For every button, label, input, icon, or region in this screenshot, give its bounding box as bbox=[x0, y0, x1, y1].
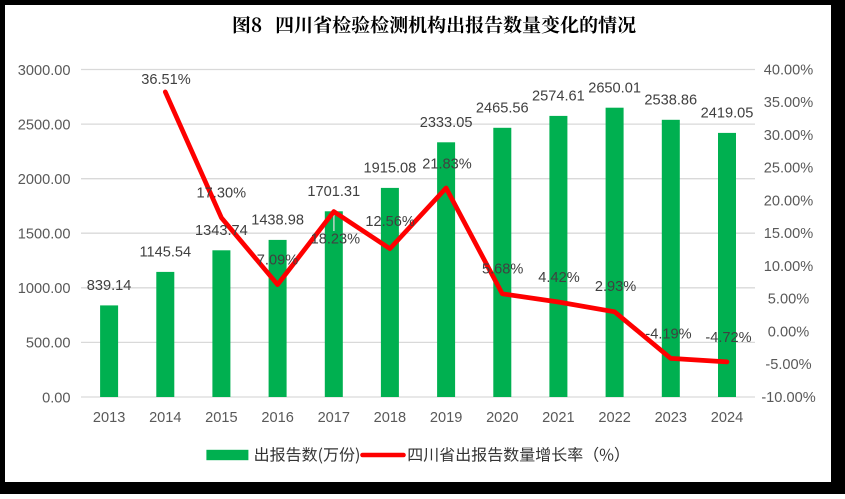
svg-text:2538.86: 2538.86 bbox=[644, 93, 697, 109]
svg-text:1701.31: 1701.31 bbox=[307, 184, 360, 200]
svg-text:5.68%: 5.68% bbox=[482, 261, 523, 277]
svg-text:-4.72%: -4.72% bbox=[705, 330, 751, 346]
svg-text:36.51%: 36.51% bbox=[141, 72, 191, 88]
svg-text:2018: 2018 bbox=[374, 410, 406, 426]
svg-text:500.00: 500.00 bbox=[26, 336, 71, 352]
svg-text:0.00%: 0.00% bbox=[768, 324, 809, 340]
svg-text:4.42%: 4.42% bbox=[538, 270, 579, 286]
svg-text:5.00%: 5.00% bbox=[768, 292, 809, 308]
svg-text:2020: 2020 bbox=[486, 410, 518, 426]
svg-text:2021: 2021 bbox=[542, 410, 574, 426]
svg-text:2419.05: 2419.05 bbox=[701, 106, 754, 122]
svg-text:2574.61: 2574.61 bbox=[532, 89, 585, 105]
svg-text:-10.00%: -10.00% bbox=[761, 390, 815, 406]
svg-text:2024: 2024 bbox=[711, 410, 743, 426]
svg-text:12.56%: 12.56% bbox=[365, 214, 415, 230]
svg-text:40.00%: 40.00% bbox=[764, 62, 814, 78]
svg-text:-4.19%: -4.19% bbox=[645, 326, 691, 342]
svg-text:1915.08: 1915.08 bbox=[364, 161, 417, 177]
svg-text:2000.00: 2000.00 bbox=[18, 172, 71, 188]
svg-text:2.93%: 2.93% bbox=[595, 279, 636, 295]
svg-text:0.00: 0.00 bbox=[42, 390, 70, 406]
svg-text:21.83%: 21.83% bbox=[422, 157, 472, 173]
svg-text:2015: 2015 bbox=[205, 410, 237, 426]
svg-text:2017: 2017 bbox=[318, 410, 350, 426]
svg-text:7.09%: 7.09% bbox=[257, 252, 298, 268]
svg-text:2500.00: 2500.00 bbox=[18, 117, 71, 133]
svg-text:2333.05: 2333.05 bbox=[420, 115, 473, 131]
svg-text:1145.54: 1145.54 bbox=[139, 245, 191, 261]
svg-text:1438.98: 1438.98 bbox=[251, 213, 304, 229]
svg-text:-5.00%: -5.00% bbox=[765, 357, 811, 373]
svg-text:25.00%: 25.00% bbox=[764, 161, 814, 177]
svg-text:2016: 2016 bbox=[261, 410, 293, 426]
svg-text:2023: 2023 bbox=[655, 410, 687, 426]
svg-text:15.00%: 15.00% bbox=[764, 226, 814, 242]
svg-text:17.30%: 17.30% bbox=[197, 186, 247, 202]
svg-text:2650.01: 2650.01 bbox=[588, 81, 641, 97]
svg-text:2019: 2019 bbox=[430, 410, 462, 426]
svg-text:30.00%: 30.00% bbox=[764, 128, 814, 144]
svg-text:839.14: 839.14 bbox=[87, 278, 132, 294]
svg-text:1343.74: 1343.74 bbox=[195, 223, 248, 239]
svg-text:18.23%: 18.23% bbox=[311, 232, 361, 248]
svg-text:35.00%: 35.00% bbox=[764, 95, 814, 111]
svg-text:20.00%: 20.00% bbox=[764, 193, 814, 209]
svg-text:2013: 2013 bbox=[93, 410, 125, 426]
svg-text:2022: 2022 bbox=[598, 410, 630, 426]
svg-text:1500.00: 1500.00 bbox=[18, 227, 71, 243]
svg-text:2465.56: 2465.56 bbox=[476, 101, 529, 117]
svg-text:3000.00: 3000.00 bbox=[18, 63, 71, 79]
svg-text:1000.00: 1000.00 bbox=[18, 281, 71, 297]
svg-text:10.00%: 10.00% bbox=[764, 259, 814, 275]
svg-text:2014: 2014 bbox=[149, 410, 181, 426]
